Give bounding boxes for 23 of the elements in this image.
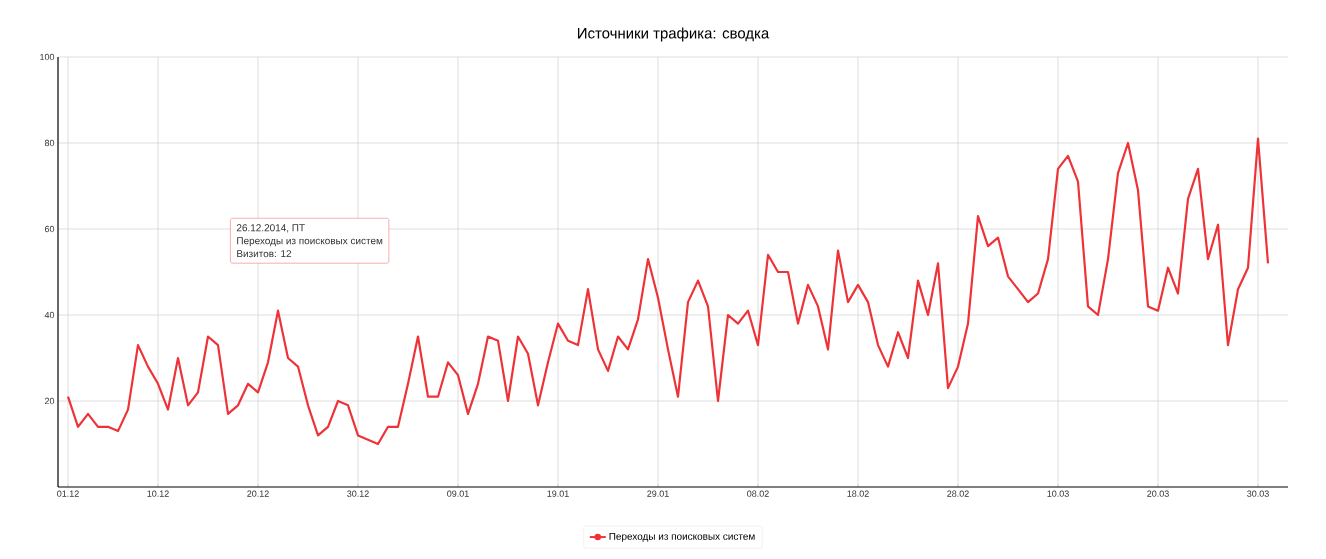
annotation: 26.12.2014, ПТ <box>236 224 305 233</box>
x-tick-label: 28.02 <box>947 490 969 497</box>
x-tick-label: 30.03 <box>1247 490 1269 497</box>
x-tick-label: 10.12 <box>147 490 169 497</box>
y-tick-label: 20 <box>44 397 55 405</box>
legend-label: Переходы из поисковых систем <box>609 532 755 542</box>
annotation: Переходы из поисковых систем <box>237 237 383 247</box>
x-tick-label: 20.03 <box>1147 490 1169 497</box>
x-tick-label: 20.12 <box>247 490 269 497</box>
x-tick-label: 01.12 <box>57 490 79 497</box>
y-tick-label: 80 <box>44 139 55 147</box>
y-tick-label: 40 <box>44 311 55 319</box>
x-tick-label: 09.01 <box>447 490 469 497</box>
y-tick-label: 100 <box>40 53 55 61</box>
x-tick-label: 10.03 <box>1047 490 1069 497</box>
chart-title: Источники трафика: сводка <box>578 27 770 42</box>
x-tick-label: 29.01 <box>647 490 669 497</box>
y-tick-label: 60 <box>44 225 55 233</box>
x-tick-label: 19.01 <box>547 490 569 497</box>
annotation: Визитов: 12 <box>237 250 292 258</box>
x-tick-label: 08.02 <box>747 490 769 497</box>
x-tick-label: 18.02 <box>847 490 869 497</box>
x-tick-label: 30.12 <box>347 490 369 497</box>
